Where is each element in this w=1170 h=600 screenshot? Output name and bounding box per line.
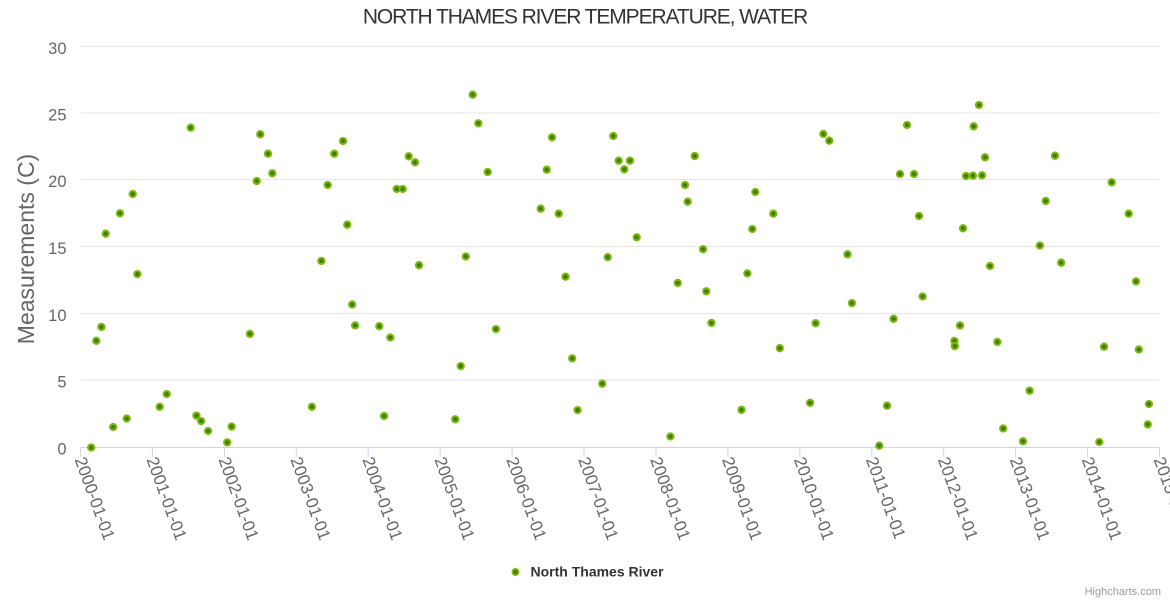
svg-text:2002-01-01: 2002-01-01 [215, 454, 263, 542]
svg-text:10: 10 [48, 307, 66, 325]
svg-text:25: 25 [48, 107, 66, 125]
svg-text:2014-01-01: 2014-01-01 [1078, 454, 1126, 542]
svg-text:Measurements (C): Measurements (C) [13, 154, 39, 344]
svg-text:2007-01-01: 2007-01-01 [574, 454, 622, 542]
svg-text:5: 5 [57, 374, 66, 392]
svg-text:2009-01-01: 2009-01-01 [718, 454, 766, 542]
svg-text:Highcharts.com: Highcharts.com [1085, 586, 1161, 598]
svg-text:2001-01-01: 2001-01-01 [143, 454, 191, 542]
svg-text:2006-01-01: 2006-01-01 [502, 454, 550, 542]
svg-text:20: 20 [48, 173, 66, 191]
svg-text:2010-01-01: 2010-01-01 [790, 454, 838, 542]
svg-text:2015-01-01: 2015-01-01 [1150, 454, 1170, 542]
svg-text:2008-01-01: 2008-01-01 [646, 454, 694, 542]
svg-text:15: 15 [48, 240, 66, 258]
svg-text:2004-01-01: 2004-01-01 [358, 454, 406, 542]
svg-text:0: 0 [57, 441, 66, 459]
svg-text:2000-01-01: 2000-01-01 [71, 454, 119, 542]
svg-text:30: 30 [48, 40, 66, 58]
svg-text:2005-01-01: 2005-01-01 [430, 454, 478, 542]
svg-text:2003-01-01: 2003-01-01 [287, 454, 335, 542]
svg-text:2012-01-01: 2012-01-01 [934, 454, 982, 542]
svg-text:2011-01-01: 2011-01-01 [862, 454, 909, 541]
svg-text:North Thames River: North Thames River [531, 564, 665, 580]
svg-text:NORTH THAMES RIVER TEMPERATURE: NORTH THAMES RIVER TEMPERATURE, WATER [363, 6, 808, 29]
svg-text:2013-01-01: 2013-01-01 [1006, 454, 1054, 542]
